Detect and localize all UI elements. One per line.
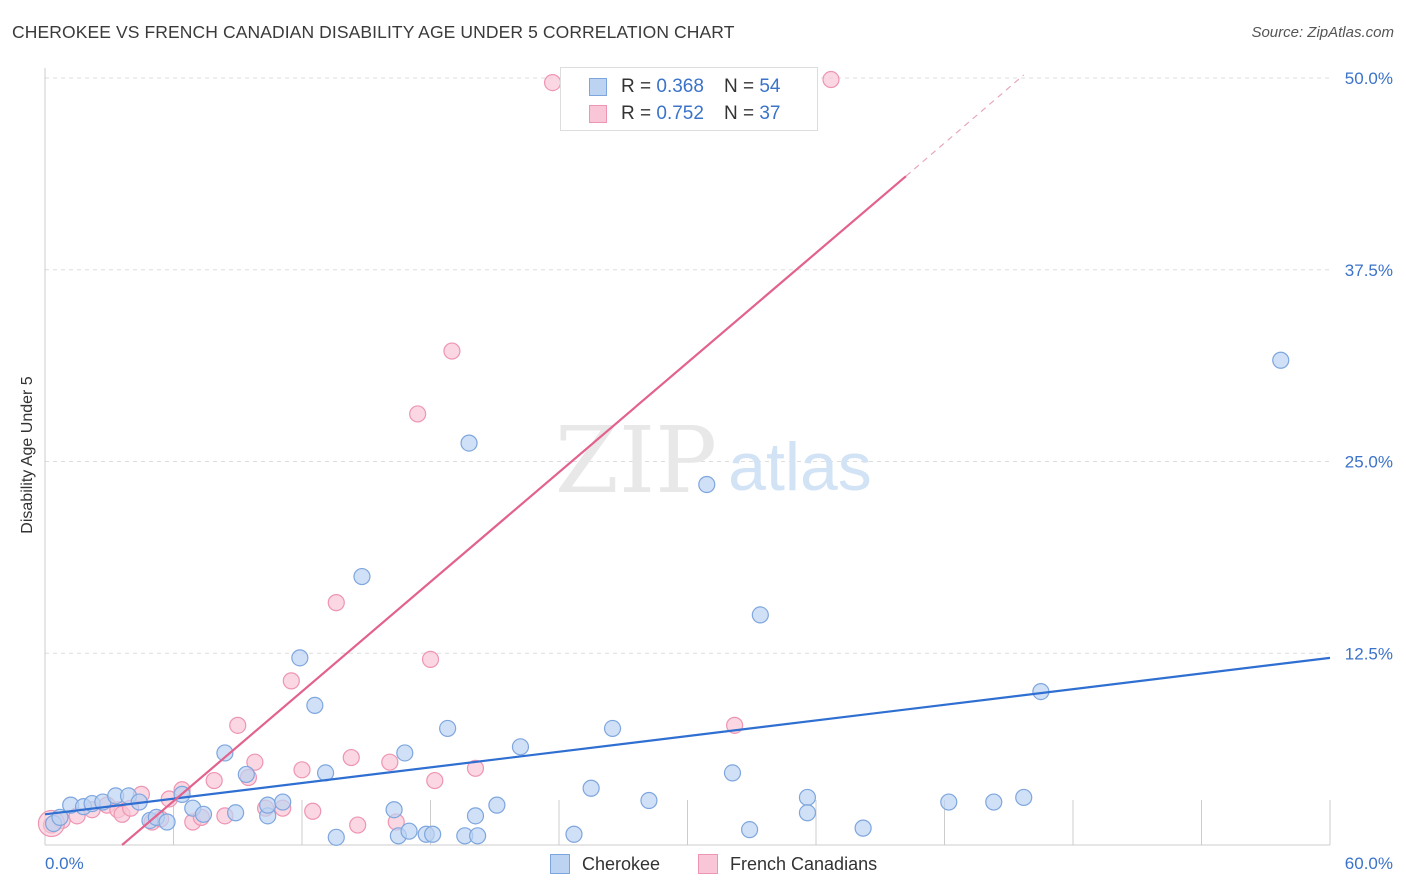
french-canadians-point: [304, 802, 322, 820]
french-canadians-point: [349, 816, 367, 834]
french-canadians-point: [327, 594, 345, 612]
cherokee-point: [400, 822, 418, 840]
cherokee-point: [460, 434, 478, 452]
french-canadians-point: [421, 650, 440, 668]
cherokee-point: [751, 606, 769, 624]
r-label: R =: [621, 103, 652, 124]
cherokee-point: [798, 788, 817, 807]
cherokee-point: [698, 475, 716, 494]
french-canadians-point: [205, 771, 223, 790]
french-canadians-trend-extension: [905, 74, 1025, 177]
cherokee-point: [158, 813, 176, 831]
n-label: N =: [723, 103, 755, 124]
french-legend-swatch: [698, 854, 718, 874]
cherokee-point: [396, 744, 414, 762]
cherokee-point: [854, 819, 872, 837]
french-canadians-point: [282, 672, 300, 690]
y-tick-label: 50.0%: [1345, 69, 1393, 88]
axes: [44, 68, 1331, 846]
cherokee-point: [439, 719, 457, 738]
french-canadians-point: [381, 753, 399, 771]
cherokee-legend-label: Cherokee: [582, 853, 661, 874]
y-tick-label: 25.0%: [1345, 453, 1393, 472]
cherokee-point: [237, 765, 255, 784]
french-canadians-point: [443, 342, 461, 360]
bottom-legend-cherokee: Cherokee: [550, 851, 660, 877]
french-legend-label: French Canadians: [730, 853, 878, 874]
cherokee-point: [424, 825, 442, 843]
french-swatch: [589, 105, 607, 123]
french-n-value: 37: [759, 103, 781, 124]
cherokee-point: [291, 649, 309, 667]
cherokee-point: [723, 764, 742, 782]
french-canadians-point: [426, 771, 444, 790]
cherokee-point: [385, 801, 403, 819]
cherokee-trend-line: [44, 656, 1331, 816]
cherokee-point: [511, 738, 530, 756]
tick-labels: 12.5% 25.0% 37.5% 50.0% 0.0% 60.0%: [45, 69, 1393, 873]
cherokee-point: [1015, 788, 1033, 807]
cherokee-point: [194, 805, 213, 823]
french-canadians-trend-line: [121, 175, 907, 846]
cherokee-point: [216, 744, 234, 762]
cherokee-point: [940, 793, 958, 811]
cherokee-point: [582, 779, 600, 797]
cherokee-point: [488, 796, 506, 814]
french-canadians-point: [342, 748, 360, 767]
watermark-zip: ZIP: [555, 407, 717, 514]
cherokee-swatch: [589, 78, 607, 96]
cherokee-legend-swatch: [550, 854, 570, 874]
cherokee-point: [227, 804, 245, 822]
n-label: N =: [723, 76, 755, 97]
french-canadians-point: [409, 405, 427, 423]
cherokee-r-value: 0.368: [656, 76, 704, 97]
french-canadians-point: [822, 70, 840, 89]
legend-row-cherokee: R = 0.368 N = 54: [561, 74, 780, 100]
grid-lines: [45, 77, 1330, 654]
cherokee-point: [466, 807, 485, 825]
cherokee-point: [353, 567, 371, 586]
x-tick-label-min: 0.0%: [45, 854, 84, 873]
r-label: R =: [621, 76, 652, 97]
french-canadians-point: [246, 753, 264, 771]
watermark: ZIP atlas: [555, 407, 872, 514]
chart-title: CHEROKEE VS FRENCH CANADIAN DISABILITY A…: [12, 22, 735, 42]
cherokee-point: [603, 719, 622, 738]
french-r-value: 0.752: [656, 103, 704, 124]
trend-lines: [44, 74, 1331, 846]
cherokee-point: [798, 804, 817, 822]
y-tick-label: 37.5%: [1345, 261, 1393, 280]
french-canadians-point: [466, 759, 485, 777]
cherokee-point: [306, 696, 324, 715]
cherokee-point: [741, 821, 759, 839]
stats-legend: R = 0.368 N = 54 R = 0.752 N = 37: [560, 67, 818, 131]
french-canadians-point: [543, 74, 562, 92]
french-canadians-point: [229, 716, 247, 734]
cherokee-point: [565, 825, 583, 843]
cherokee-point: [985, 793, 1003, 811]
legend-row-french: R = 0.752 N = 37: [561, 101, 780, 127]
cherokee-point: [1272, 351, 1290, 369]
cherokee-point: [259, 796, 277, 814]
source-label: Source: ZipAtlas.com: [1251, 24, 1394, 41]
y-tick-label: 12.5%: [1345, 644, 1393, 663]
cherokee-n-value: 54: [759, 76, 781, 97]
watermark-atlas: atlas: [728, 429, 872, 505]
cherokee-point: [274, 793, 292, 811]
french-canadians-point: [293, 761, 311, 779]
cherokee-point: [469, 827, 487, 845]
cherokee-point: [327, 828, 345, 846]
cherokee-point: [640, 791, 658, 810]
bottom-legend-french: French Canadians: [698, 851, 877, 877]
french-canadians-points: [37, 70, 840, 838]
x-tick-label-max: 60.0%: [1345, 854, 1393, 873]
